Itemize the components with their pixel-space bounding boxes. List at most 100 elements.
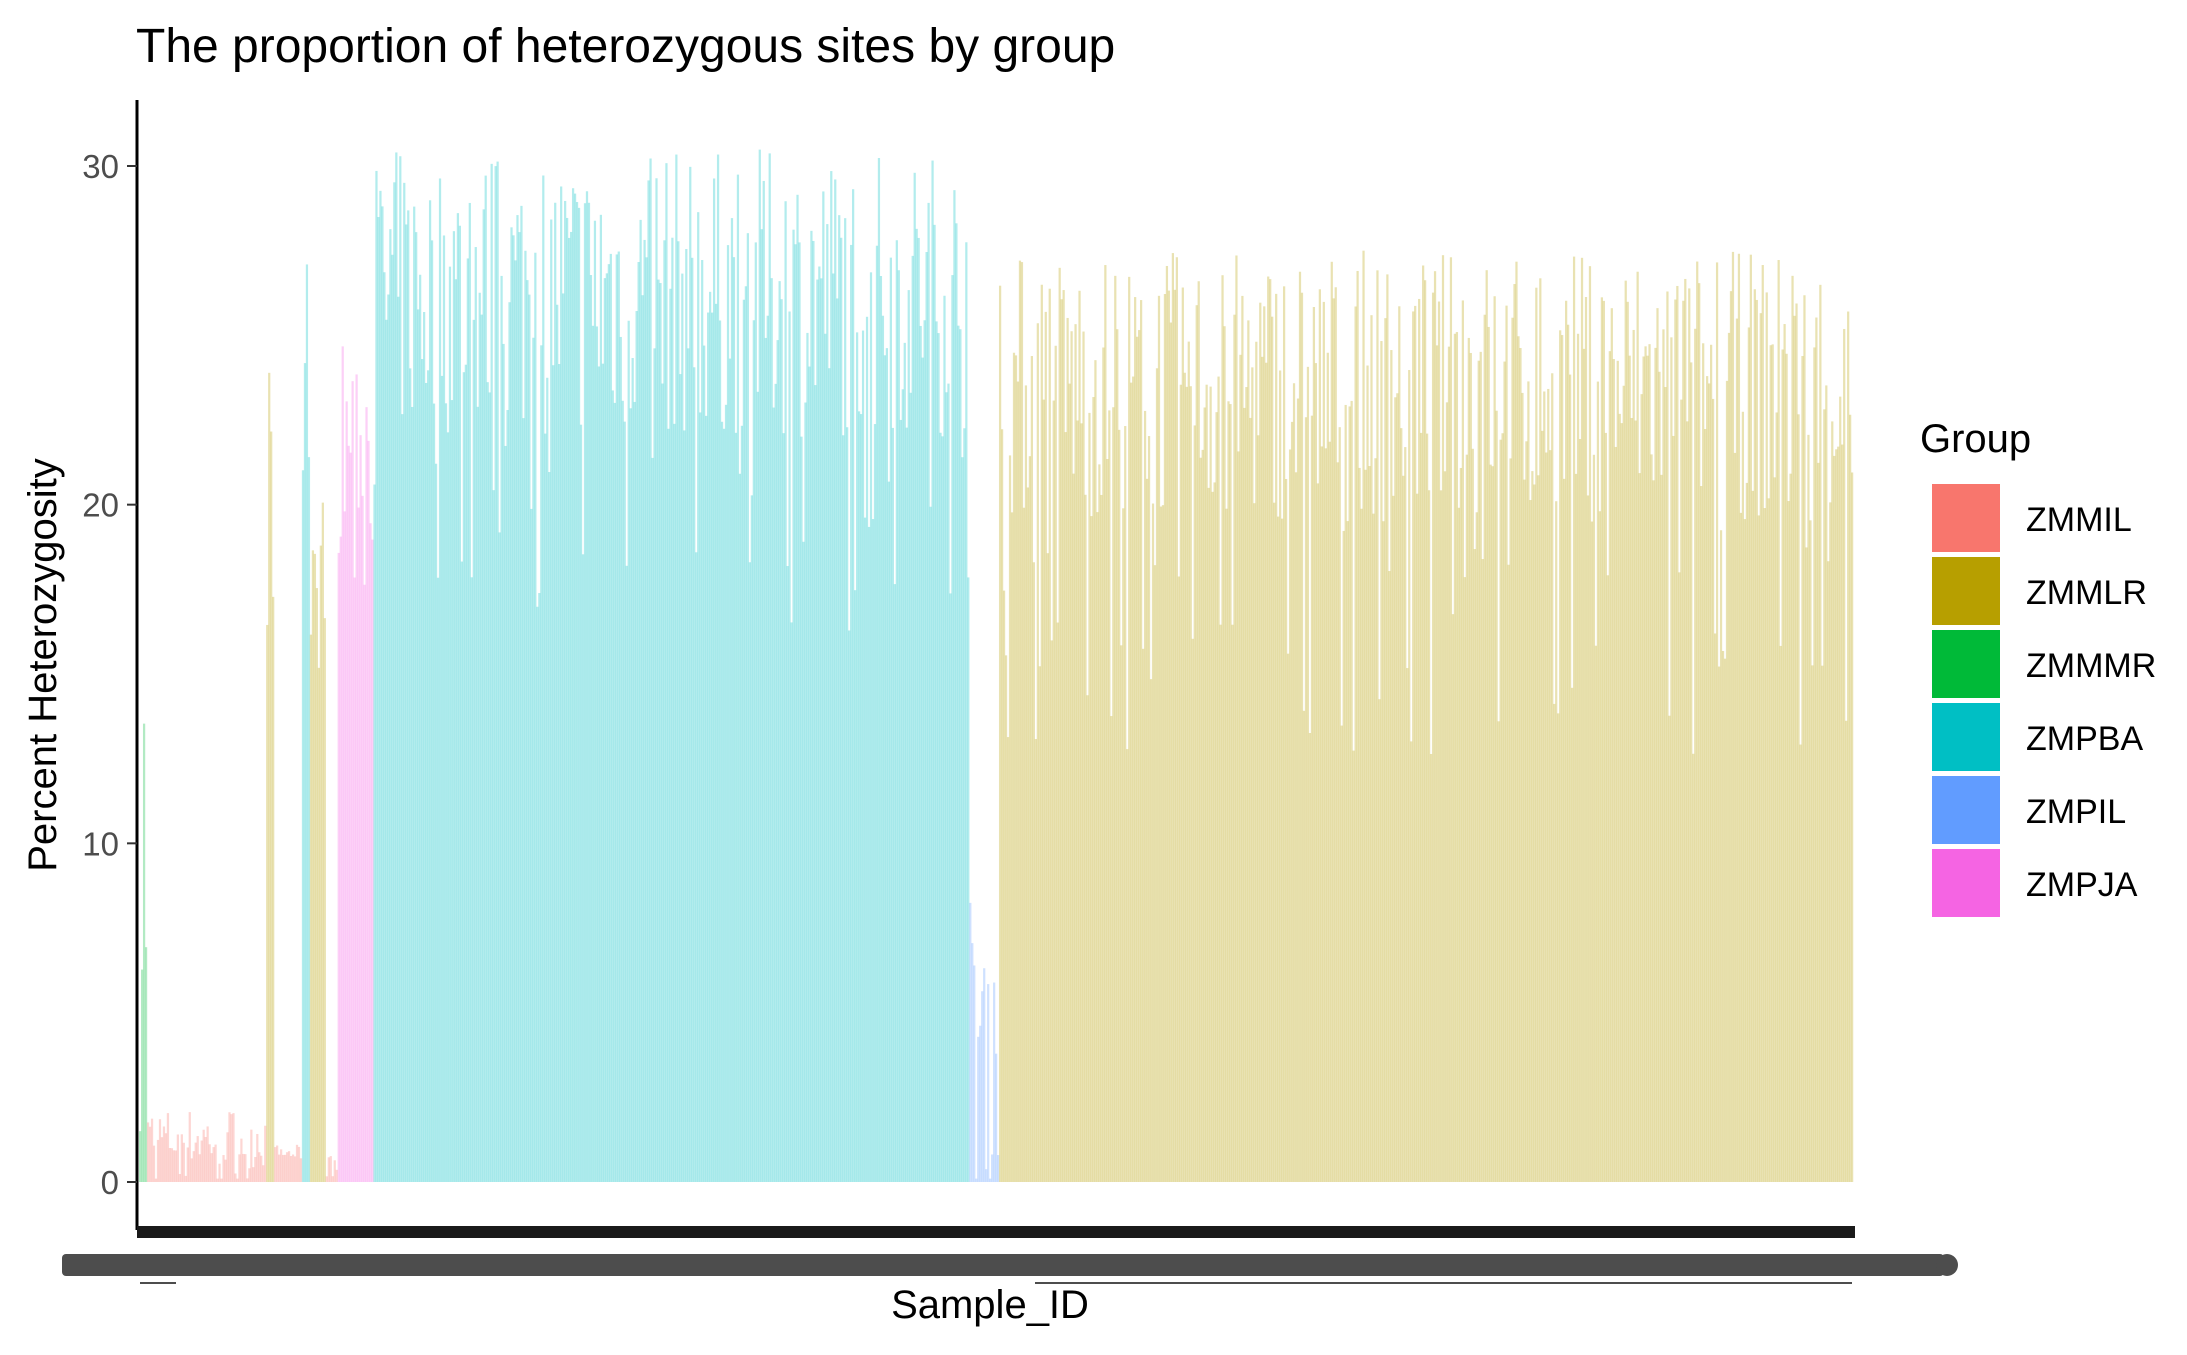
bar	[724, 404, 728, 1182]
bar	[967, 577, 970, 1182]
legend-label-zmpja: ZMPJA	[2026, 866, 2138, 904]
bar	[752, 320, 755, 1182]
bar	[1594, 645, 1598, 1182]
bar	[695, 552, 698, 1182]
bar	[1229, 404, 1232, 1182]
bar	[1813, 347, 1816, 1182]
bar	[887, 481, 890, 1183]
bar	[579, 424, 583, 1182]
bar	[238, 1154, 241, 1182]
bar	[1404, 447, 1407, 1183]
bar	[601, 363, 604, 1182]
bar	[1696, 261, 1699, 1182]
bar	[1378, 699, 1381, 1182]
legend-label-zmpba: ZMPBA	[2026, 720, 2143, 758]
bar	[1664, 387, 1667, 1182]
bar	[1231, 624, 1234, 1182]
bar	[1358, 467, 1361, 1182]
bar	[1680, 399, 1683, 1182]
bar	[1698, 283, 1701, 1182]
bar	[1090, 516, 1093, 1182]
bar	[323, 618, 326, 1182]
bar	[1267, 276, 1270, 1182]
bar	[1255, 341, 1258, 1182]
bar	[790, 622, 793, 1182]
bar	[419, 274, 422, 1182]
bar	[498, 532, 501, 1182]
y-tick-label: 30	[82, 148, 119, 185]
bar	[1159, 506, 1163, 1182]
bar	[363, 584, 366, 1182]
bar	[1141, 648, 1145, 1182]
bar	[1656, 308, 1659, 1182]
bar	[796, 194, 799, 1183]
bar	[1723, 658, 1727, 1182]
bar	[1600, 297, 1604, 1182]
bar	[1104, 265, 1107, 1182]
bar	[1847, 311, 1850, 1182]
bar	[1277, 516, 1280, 1182]
bar	[1781, 349, 1784, 1182]
bar	[460, 561, 463, 1182]
bar	[945, 392, 948, 1182]
bar	[891, 427, 894, 1182]
bar	[865, 316, 869, 1182]
bar	[166, 1113, 170, 1182]
bar	[1815, 317, 1818, 1182]
bar	[1086, 695, 1089, 1182]
bar	[742, 299, 746, 1183]
bar	[510, 227, 513, 1182]
bar	[1298, 271, 1302, 1183]
bar	[1066, 317, 1069, 1182]
bar	[1731, 251, 1735, 1182]
bar	[536, 606, 539, 1182]
bar	[1318, 289, 1321, 1182]
bar	[1797, 414, 1800, 1182]
bar	[236, 1178, 239, 1182]
chart-title: The proportion of heterozygous sites by …	[136, 20, 1115, 73]
bar	[963, 428, 966, 1182]
bar	[1549, 450, 1552, 1182]
bar	[464, 364, 467, 1182]
bar	[1271, 316, 1274, 1182]
bar	[1670, 337, 1673, 1183]
bar	[522, 418, 525, 1183]
x-axis-line	[137, 1226, 1855, 1238]
bar	[1114, 275, 1117, 1183]
bar	[774, 383, 777, 1182]
bar	[1757, 515, 1760, 1182]
bar	[907, 290, 910, 1183]
bar	[1807, 434, 1810, 1183]
bar	[1052, 400, 1055, 1182]
bar	[343, 511, 346, 1182]
bar	[556, 304, 559, 1182]
bar	[1217, 376, 1220, 1182]
bar	[1563, 478, 1566, 1183]
bar	[1370, 315, 1373, 1182]
bar	[500, 275, 503, 1182]
bar	[591, 325, 595, 1182]
bar	[625, 565, 628, 1182]
bar	[1439, 490, 1443, 1183]
bar	[283, 1154, 287, 1182]
bar	[246, 1178, 249, 1182]
bar	[617, 251, 620, 1182]
bar	[196, 1136, 199, 1182]
bar	[1557, 713, 1560, 1182]
bar	[434, 463, 438, 1183]
bar	[645, 257, 648, 1182]
bar	[1475, 512, 1478, 1182]
bar	[184, 1175, 187, 1182]
bar	[1199, 457, 1202, 1183]
bar	[939, 432, 942, 1182]
bar	[1779, 645, 1782, 1182]
bar	[653, 348, 656, 1183]
bar	[1803, 295, 1806, 1182]
bar	[1306, 366, 1310, 1183]
legend-key-zmmlr	[1932, 557, 2000, 625]
bar	[1662, 329, 1665, 1183]
bar	[1429, 753, 1433, 1182]
bar	[1221, 275, 1224, 1183]
bar	[943, 295, 946, 1182]
bar	[675, 154, 678, 1182]
